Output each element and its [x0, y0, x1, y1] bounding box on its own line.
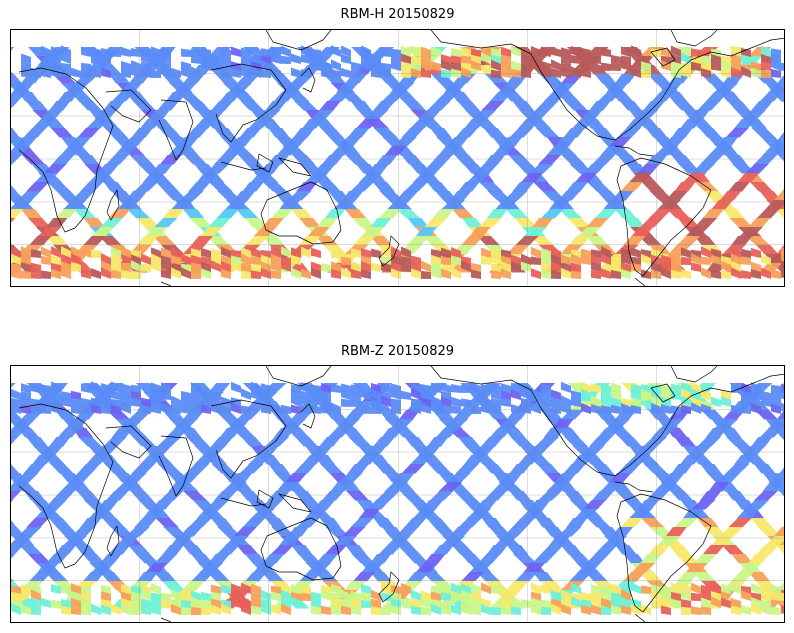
- panel-title-rbm-z: RBM-Z 20150829: [340, 344, 455, 359]
- satellite-swath-map-rbm-z: [11, 366, 784, 622]
- graticule: [11, 366, 784, 622]
- map-panel-rbm-h: [10, 29, 785, 287]
- coastlines: [18, 366, 784, 622]
- map-panel-rbm-z: [10, 365, 785, 623]
- graticule: [11, 30, 784, 286]
- satellite-swath-map-rbm-h: [11, 30, 784, 286]
- panel-title-rbm-h: RBM-H 20150829: [340, 7, 455, 22]
- coastlines: [18, 30, 784, 286]
- swath-layer: [11, 381, 784, 615]
- swath-layer: [11, 45, 784, 279]
